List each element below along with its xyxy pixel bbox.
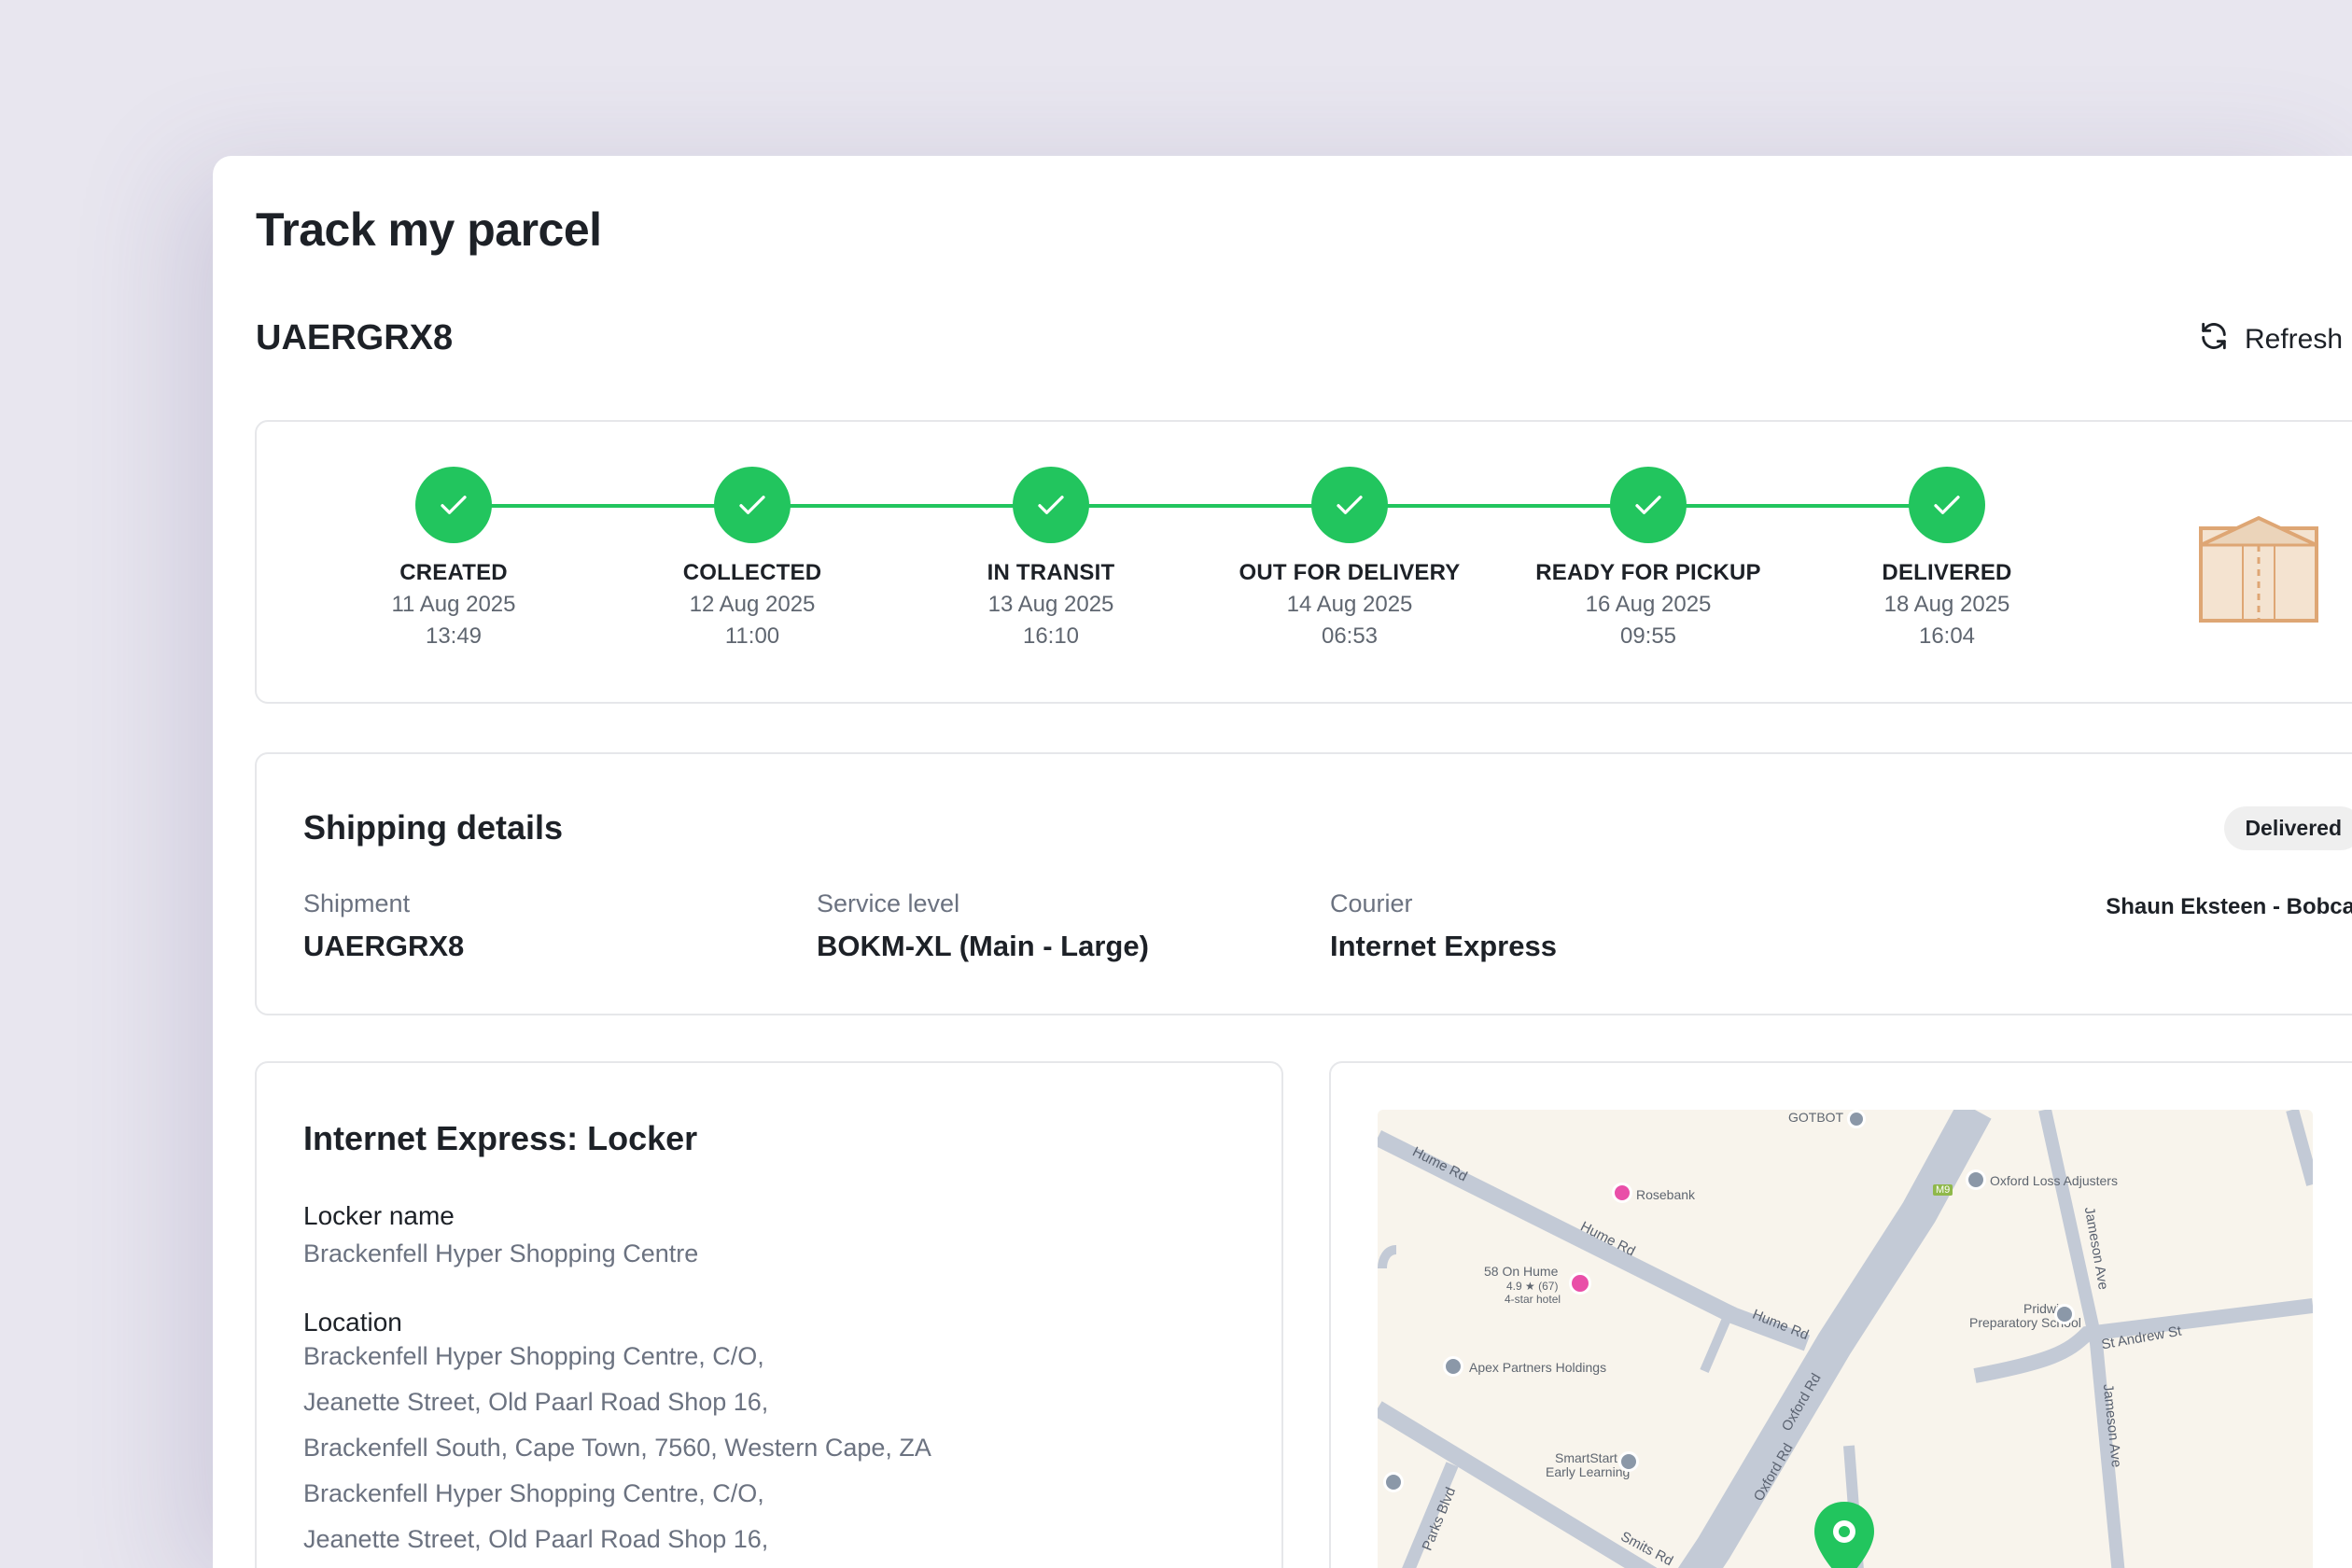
step-complete-check (1311, 467, 1388, 543)
progress-line (454, 504, 1947, 508)
status-badge: Delivered (2224, 806, 2352, 850)
locker-name-label: Locker name (303, 1201, 455, 1230)
hotel-pin-icon (1569, 1272, 1591, 1295)
poi-pin-icon (1443, 1356, 1463, 1377)
step-name: CREATED (399, 560, 508, 585)
shipment-label: Shipment (303, 889, 411, 917)
page-title: Track my parcel (256, 203, 602, 256)
locker-title: Internet Express: Locker (303, 1119, 698, 1157)
step-name: OUT FOR DELIVERY (1239, 560, 1461, 585)
service-level-label: Service level (817, 889, 960, 917)
poi-pin-icon (1383, 1472, 1404, 1492)
step-in-transit: IN TRANSIT 13 Aug 2025 16:10 (930, 467, 1172, 650)
refresh-button[interactable]: Refresh (2198, 320, 2343, 359)
poi-pin-icon (1847, 1110, 1866, 1128)
refresh-icon (2198, 320, 2230, 359)
step-collected: COLLECTED 12 Aug 2025 11:00 (631, 467, 874, 650)
check-icon (739, 496, 765, 514)
step-name: DELIVERED (1882, 560, 2012, 585)
step-created: CREATED 11 Aug 2025 13:49 (332, 467, 575, 650)
step-date: 16 Aug 2025 (1585, 592, 1712, 617)
poi-58-on-hume-rating: 4.9 ★ (67) (1506, 1280, 1559, 1293)
route-shield: M9 (1933, 1184, 1953, 1196)
step-complete-check (1610, 467, 1687, 543)
step-time: 16:10 (1022, 623, 1080, 649)
step-date: 14 Aug 2025 (1286, 592, 1413, 617)
poi-apex-partners[interactable]: Apex Partners Holdings (1469, 1360, 1607, 1375)
step-date: 12 Aug 2025 (689, 592, 816, 617)
refresh-label: Refresh (2245, 324, 2344, 355)
address-line: Jeanette Street, Old Paarl Road Shop 16, (303, 1525, 769, 1553)
poi-pin-icon (2054, 1304, 2075, 1324)
locker-name-value: Brackenfell Hyper Shopping Centre (303, 1239, 699, 1267)
locker-card: Internet Express: Locker Locker name Bra… (255, 1061, 1283, 1568)
poi-pin-icon (1966, 1169, 1986, 1190)
poi-58-on-hume[interactable]: 58 On Hume (1484, 1264, 1559, 1279)
map-card: GOTBOT Rosebank Oxford Loss Adjusters 58… (1329, 1061, 2352, 1568)
shipping-details-card: Shipping details Delivered Shipment UAER… (255, 752, 2352, 1015)
step-time: 09:55 (1619, 623, 1677, 649)
locker-location-pin-icon[interactable] (1812, 1500, 1877, 1568)
poi-rosebank[interactable]: Rosebank (1636, 1187, 1696, 1202)
step-date: 18 Aug 2025 (1883, 592, 2010, 617)
courier-field: Courier Internet Express (1330, 889, 1557, 963)
address-line: Brackenfell South, Cape Town, 7560, West… (303, 1434, 931, 1462)
check-icon (441, 496, 467, 514)
courier-value: Internet Express (1330, 930, 1557, 962)
step-date: 13 Aug 2025 (987, 592, 1114, 617)
step-complete-check (415, 467, 492, 543)
check-icon (1635, 496, 1661, 514)
location-label: Location (303, 1308, 402, 1337)
parcel-box-icon (2199, 516, 2318, 623)
step-name: COLLECTED (682, 560, 822, 585)
driver-name: Shaun Eksteen - Bobcat (2106, 894, 2352, 919)
step-out-for-delivery: OUT FOR DELIVERY 14 Aug 2025 06:53 (1228, 467, 1471, 650)
poi-smartstart[interactable]: SmartStart (1555, 1450, 1617, 1465)
step-complete-check (714, 467, 791, 543)
map-roads (1378, 1110, 2313, 1568)
step-complete-check (1909, 467, 1985, 543)
poi-58-on-hume-type: 4-star hotel (1505, 1293, 1561, 1306)
shipment-value: UAERGRX8 (303, 930, 465, 962)
step-time: 16:04 (1918, 623, 1976, 649)
shipping-details-title: Shipping details (303, 808, 564, 847)
address-line: Brackenfell Hyper Shopping Centre, C/O, (303, 1479, 764, 1507)
step-time: 06:53 (1321, 623, 1379, 649)
tracking-number: UAERGRX8 (256, 318, 454, 357)
step-time: 13:49 (425, 623, 483, 649)
shipment-field: Shipment UAERGRX8 (303, 889, 464, 963)
step-complete-check (1013, 467, 1089, 543)
step-time: 11:00 (724, 623, 780, 649)
check-icon (1038, 496, 1064, 514)
hotel-pin-icon (1612, 1183, 1632, 1203)
address-line: Brackenfell Hyper Shopping Centre, C/O, (303, 1342, 764, 1370)
progress-tracker: CREATED 11 Aug 2025 13:49 COLLECTED 12 A… (255, 420, 2352, 704)
poi-pin-icon (1618, 1451, 1639, 1472)
service-level-field: Service level BOKM-XL (Main - Large) (817, 889, 1149, 963)
location-address: Brackenfell Hyper Shopping Centre, C/O, … (303, 1337, 931, 1566)
step-name: IN TRANSIT (987, 560, 1115, 585)
locker-map[interactable]: GOTBOT Rosebank Oxford Loss Adjusters 58… (1378, 1110, 2313, 1568)
poi-oxford-loss-adjusters[interactable]: Oxford Loss Adjusters (1990, 1173, 2118, 1188)
step-date: 11 Aug 2025 (391, 592, 516, 617)
step-delivered: DELIVERED 18 Aug 2025 16:04 (1826, 467, 2068, 650)
poi-smartstart-sub: Early Learning (1546, 1464, 1631, 1479)
step-name: READY FOR PICKUP (1535, 560, 1761, 585)
service-level-value: BOKM-XL (Main - Large) (817, 930, 1149, 962)
step-ready-for-pickup: READY FOR PICKUP 16 Aug 2025 09:55 (1527, 467, 1770, 650)
courier-label: Courier (1330, 889, 1413, 917)
check-icon (1337, 496, 1363, 514)
address-line: Jeanette Street, Old Paarl Road Shop 16, (303, 1388, 769, 1416)
poi-gotbot[interactable]: GOTBOT (1788, 1110, 1844, 1125)
tracking-window: Track my parcel UAERGRX8 Refresh CREATED… (213, 156, 2352, 1568)
check-icon (1934, 496, 1960, 514)
poi-pridwin-school: Preparatory School (1969, 1315, 2081, 1330)
